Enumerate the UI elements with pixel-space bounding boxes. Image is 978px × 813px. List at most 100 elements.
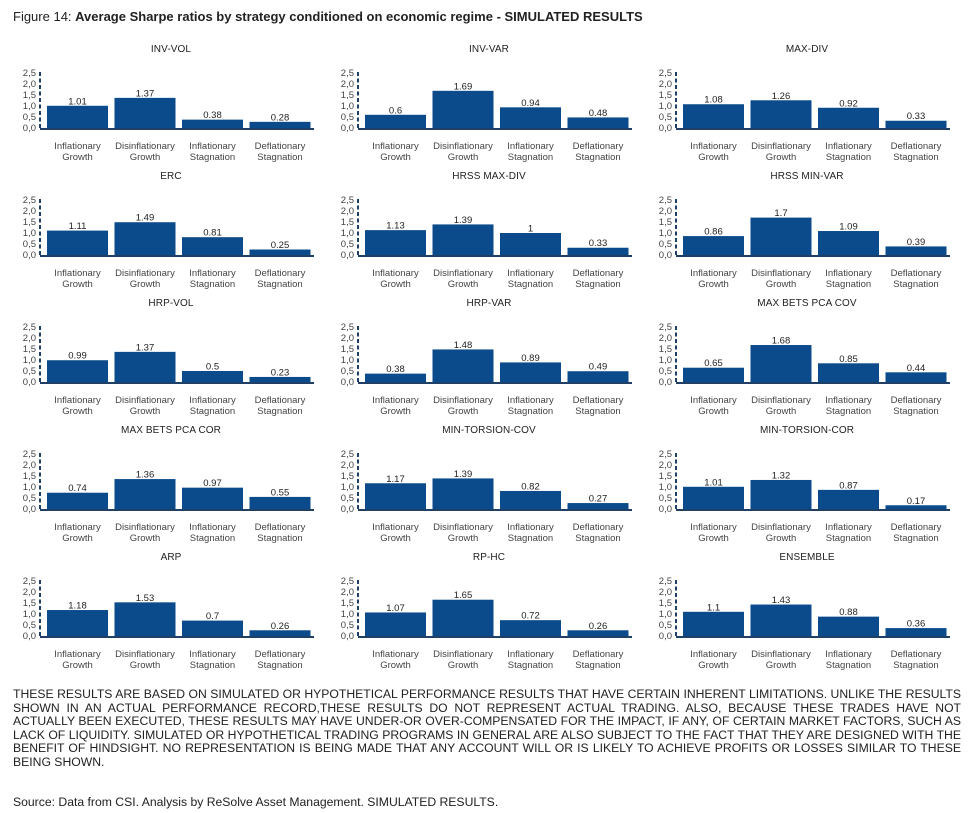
x-tick-label: Inflationary Stagnation bbox=[825, 268, 872, 290]
chart-panel: ENSEMBLE 0,0 0,5 1,0 1,5 2,0 2,5 1.1 Inflationar… bbox=[648, 548, 966, 676]
x-tick-label: Disinflationary Growth bbox=[751, 141, 811, 163]
x-tick-label: Inflationary Stagnation bbox=[507, 268, 554, 290]
bar bbox=[47, 105, 108, 128]
y-tick-label: 1,5 bbox=[659, 471, 672, 482]
x-tick-label: Deflationary Stagnation bbox=[573, 649, 624, 671]
bar bbox=[683, 236, 744, 255]
x-tick-label: Disinflationary Growth bbox=[115, 395, 175, 417]
chart-panel: HRSS MAX-DIV 0,0 0,5 1,0 1,5 2,0 2,5 1.13 Inflat… bbox=[330, 167, 648, 295]
y-tick-label: 0,5 bbox=[23, 493, 36, 504]
chart-panel: HRSS MIN-VAR 0,0 0,5 1,0 1,5 2,0 2,5 0.86 Inflat… bbox=[648, 167, 966, 295]
x-tick-label: Inflationary Growth bbox=[54, 141, 101, 163]
data-label: 0.27 bbox=[589, 494, 608, 505]
data-label: 0.94 bbox=[521, 98, 540, 109]
data-label: 0.44 bbox=[907, 363, 926, 374]
bar-chart: 0,00,51,01,52,02,5 1.1 Inflationary Growth 1… bbox=[659, 576, 950, 671]
bar-chart: 0,00,51,01,52,02,5 1.13 Inflationary Growth… bbox=[341, 195, 632, 290]
y-tick-label: 0,0 bbox=[341, 123, 354, 134]
y-tick-label: 0,0 bbox=[341, 250, 354, 261]
y-tick-label: 2,0 bbox=[341, 587, 354, 598]
data-label: 1.69 bbox=[454, 81, 473, 92]
y-tick-label: 2,0 bbox=[659, 460, 672, 471]
chart-panel: MIN-TORSION-COR 0,0 0,5 1,0 1,5 2,0 2,5 1.01 Inf… bbox=[648, 421, 966, 549]
y-tick-label: 2,5 bbox=[341, 195, 354, 206]
x-tick-label: Disinflationary Growth bbox=[433, 649, 493, 671]
bar bbox=[114, 479, 176, 509]
bar bbox=[885, 246, 947, 255]
y-tick-label: 0,0 bbox=[23, 377, 36, 388]
x-tick-label: Deflationary Stagnation bbox=[255, 649, 306, 671]
bar bbox=[432, 349, 494, 382]
bar bbox=[885, 505, 947, 509]
bar bbox=[182, 487, 243, 509]
source-note: Source: Data from CSI. Analysis by ReSol… bbox=[13, 795, 499, 809]
bar bbox=[567, 247, 629, 255]
figure-heading: Average Sharpe ratios by strategy condit… bbox=[75, 9, 643, 24]
bar bbox=[500, 490, 561, 509]
x-tick-label: Inflationary Stagnation bbox=[189, 395, 236, 417]
chart-title: ENSEMBLE bbox=[779, 552, 835, 563]
y-tick-label: 0,0 bbox=[659, 250, 672, 261]
y-tick-label: 1,0 bbox=[23, 228, 36, 239]
data-label: 0.39 bbox=[907, 237, 926, 248]
data-label: 1.09 bbox=[839, 222, 858, 233]
data-label: 0.25 bbox=[271, 240, 290, 251]
bar bbox=[818, 616, 879, 636]
y-tick-label: 2,5 bbox=[659, 322, 672, 333]
chart-panel: HRP-VOL 0,0 0,5 1,0 1,5 2,0 2,5 0.99 Inflationar… bbox=[12, 294, 330, 422]
y-tick-label: 1,5 bbox=[659, 90, 672, 101]
data-label: 0.33 bbox=[907, 111, 926, 122]
bar bbox=[567, 503, 629, 509]
chart-title: ARP bbox=[160, 552, 182, 563]
data-label: 0.92 bbox=[839, 98, 858, 109]
y-tick-label: 2,0 bbox=[659, 79, 672, 90]
y-tick-label: 2,5 bbox=[341, 449, 354, 460]
y-tick-label: 2,5 bbox=[341, 322, 354, 333]
bar bbox=[818, 363, 879, 382]
data-label: 0.86 bbox=[704, 227, 723, 238]
x-tick-label: Disinflationary Growth bbox=[433, 522, 493, 544]
data-label: 1.65 bbox=[454, 590, 473, 601]
x-tick-label: Disinflationary Growth bbox=[115, 268, 175, 290]
x-tick-label: Inflationary Growth bbox=[690, 649, 737, 671]
y-tick-label: 1,5 bbox=[659, 598, 672, 609]
bar bbox=[750, 100, 812, 128]
y-tick-label: 2,0 bbox=[23, 587, 36, 598]
chart-panel: MAX BETS PCA COR 0,0 0,5 1,0 1,5 2,0 2,5 0.74 In… bbox=[12, 421, 330, 549]
bar bbox=[365, 230, 426, 255]
y-tick-label: 1,5 bbox=[341, 90, 354, 101]
bar bbox=[567, 117, 629, 128]
chart-panel: MAX-DIV 0,0 0,5 1,0 1,5 2,0 2,5 1.08 Inflationar… bbox=[648, 40, 966, 168]
bar bbox=[683, 486, 744, 509]
bar-chart: 0,00,51,01,52,02,5 1.07 Inflationary Growth… bbox=[341, 576, 632, 671]
x-tick-label: Inflationary Growth bbox=[690, 268, 737, 290]
x-tick-label: Deflationary Stagnation bbox=[255, 395, 306, 417]
bar-chart: 0,00,51,01,52,02,5 0.74 Inflationary Growth… bbox=[23, 449, 314, 544]
y-tick-label: 0,0 bbox=[341, 377, 354, 388]
data-label: 1.11 bbox=[69, 221, 87, 232]
data-label: 1.18 bbox=[68, 601, 87, 612]
bar bbox=[47, 492, 108, 509]
bar bbox=[114, 602, 176, 636]
bar bbox=[750, 217, 812, 255]
y-tick-label: 1,0 bbox=[659, 228, 672, 239]
y-tick-label: 2,0 bbox=[23, 79, 36, 90]
y-tick-label: 0,5 bbox=[659, 112, 672, 123]
data-label: 0.26 bbox=[589, 621, 608, 632]
bar bbox=[182, 119, 243, 128]
x-tick-label: Deflationary Stagnation bbox=[573, 395, 624, 417]
y-tick-label: 1,5 bbox=[341, 598, 354, 609]
y-tick-label: 1,5 bbox=[23, 598, 36, 609]
chart-title: HRSS MAX-DIV bbox=[452, 171, 526, 182]
y-tick-label: 0,5 bbox=[23, 239, 36, 250]
y-tick-label: 1,0 bbox=[23, 101, 36, 112]
y-tick-label: 1,5 bbox=[659, 344, 672, 355]
y-tick-label: 0,0 bbox=[659, 504, 672, 515]
chart-panel: MIN-TORSION-COV 0,0 0,5 1,0 1,5 2,0 2,5 1.17 Inf… bbox=[330, 421, 648, 549]
y-tick-label: 0,5 bbox=[341, 620, 354, 631]
y-tick-label: 1,0 bbox=[23, 355, 36, 366]
y-tick-label: 0,5 bbox=[23, 366, 36, 377]
y-tick-label: 0,0 bbox=[23, 250, 36, 261]
y-tick-label: 1,0 bbox=[659, 482, 672, 493]
y-tick-label: 0,5 bbox=[341, 112, 354, 123]
